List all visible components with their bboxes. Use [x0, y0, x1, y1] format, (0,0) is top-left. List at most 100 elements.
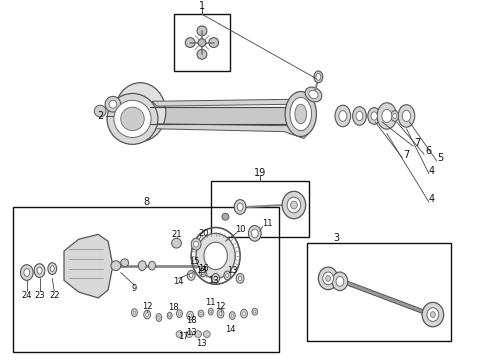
Ellipse shape: [156, 314, 162, 321]
Circle shape: [176, 331, 183, 338]
Text: 3: 3: [333, 233, 339, 243]
Ellipse shape: [398, 105, 415, 127]
Ellipse shape: [287, 197, 301, 213]
Bar: [307, 243, 451, 341]
Ellipse shape: [214, 276, 218, 280]
Ellipse shape: [204, 242, 227, 270]
Ellipse shape: [332, 272, 348, 291]
Ellipse shape: [382, 109, 392, 122]
Ellipse shape: [254, 310, 256, 313]
Circle shape: [172, 238, 181, 248]
Ellipse shape: [356, 111, 363, 121]
Circle shape: [198, 39, 206, 46]
Circle shape: [185, 38, 195, 48]
Text: 2: 2: [97, 111, 103, 121]
Text: 15: 15: [189, 257, 199, 266]
Text: 13: 13: [208, 276, 219, 285]
Ellipse shape: [291, 201, 297, 209]
Circle shape: [111, 261, 121, 271]
Text: 19: 19: [253, 168, 266, 178]
Text: 8: 8: [143, 197, 149, 207]
Ellipse shape: [146, 313, 148, 316]
Polygon shape: [152, 93, 314, 106]
Ellipse shape: [158, 316, 160, 319]
Circle shape: [107, 94, 158, 144]
Text: 1: 1: [199, 1, 205, 12]
Ellipse shape: [323, 272, 334, 285]
Ellipse shape: [144, 310, 150, 319]
Ellipse shape: [115, 83, 166, 141]
Circle shape: [209, 38, 219, 48]
Text: 13: 13: [227, 266, 238, 275]
Ellipse shape: [194, 241, 198, 247]
Ellipse shape: [200, 312, 202, 315]
Ellipse shape: [318, 267, 338, 290]
Ellipse shape: [191, 238, 201, 250]
Ellipse shape: [377, 103, 396, 129]
Ellipse shape: [224, 271, 231, 280]
Ellipse shape: [326, 275, 331, 281]
Text: 18: 18: [168, 303, 179, 312]
Ellipse shape: [422, 302, 443, 327]
Text: 22: 22: [49, 291, 59, 300]
Ellipse shape: [190, 273, 193, 278]
Text: 16: 16: [197, 264, 208, 273]
Ellipse shape: [402, 111, 411, 122]
Text: 12: 12: [142, 302, 152, 311]
Text: 14: 14: [225, 325, 236, 334]
Circle shape: [105, 96, 121, 112]
Ellipse shape: [335, 105, 351, 127]
Ellipse shape: [217, 309, 224, 318]
Text: 11: 11: [262, 219, 273, 228]
Text: 18: 18: [186, 316, 196, 325]
Ellipse shape: [201, 270, 204, 274]
Ellipse shape: [238, 276, 242, 280]
Ellipse shape: [208, 308, 213, 315]
Ellipse shape: [371, 112, 377, 120]
Ellipse shape: [248, 226, 261, 241]
Ellipse shape: [34, 264, 45, 278]
Ellipse shape: [229, 312, 235, 319]
Polygon shape: [152, 124, 309, 139]
Circle shape: [203, 331, 210, 338]
Ellipse shape: [37, 267, 42, 274]
Ellipse shape: [176, 310, 182, 318]
Ellipse shape: [231, 314, 233, 317]
Ellipse shape: [48, 263, 57, 274]
Circle shape: [109, 100, 117, 108]
Ellipse shape: [169, 314, 171, 317]
Text: 24: 24: [22, 291, 32, 300]
Circle shape: [197, 26, 207, 36]
Ellipse shape: [138, 261, 146, 271]
Bar: [173, 14, 230, 71]
Ellipse shape: [189, 314, 192, 317]
Text: 13: 13: [186, 328, 196, 337]
Circle shape: [197, 49, 207, 59]
Ellipse shape: [339, 111, 347, 121]
Ellipse shape: [50, 266, 54, 271]
Bar: [13, 207, 279, 352]
Ellipse shape: [148, 261, 155, 270]
Ellipse shape: [251, 229, 258, 238]
Ellipse shape: [187, 311, 194, 320]
Ellipse shape: [237, 203, 243, 211]
Text: 11: 11: [205, 298, 216, 307]
Ellipse shape: [21, 265, 33, 280]
Ellipse shape: [187, 271, 195, 280]
Polygon shape: [64, 234, 113, 298]
Text: 13: 13: [196, 339, 206, 348]
Text: 4: 4: [429, 194, 435, 204]
Text: 5: 5: [438, 153, 444, 163]
Ellipse shape: [210, 310, 212, 313]
Ellipse shape: [309, 90, 318, 99]
Ellipse shape: [199, 268, 206, 277]
Circle shape: [121, 259, 128, 267]
Ellipse shape: [336, 276, 344, 286]
Ellipse shape: [430, 312, 435, 318]
Ellipse shape: [295, 104, 307, 124]
Ellipse shape: [178, 312, 181, 315]
Ellipse shape: [131, 309, 137, 316]
Circle shape: [222, 213, 229, 220]
Text: 10: 10: [235, 225, 245, 234]
Ellipse shape: [368, 108, 381, 124]
